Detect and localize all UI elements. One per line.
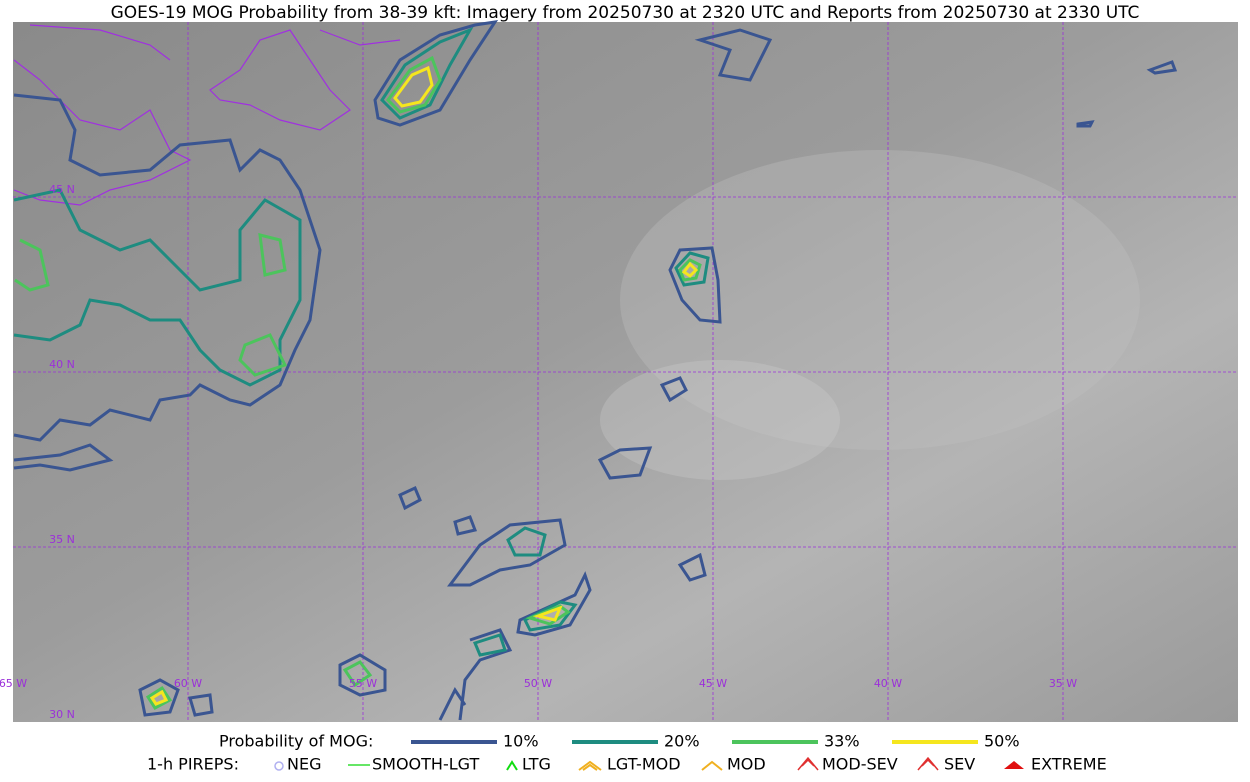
legend-item: 10% xyxy=(503,732,539,751)
lon-label: 40 W xyxy=(874,677,902,690)
legend-label: Probability of MOG: xyxy=(219,732,373,751)
contours xyxy=(13,20,1178,721)
lgt-mod-icon xyxy=(578,760,602,771)
legend-item: EXTREME xyxy=(1031,755,1107,774)
lon-label: 65 W xyxy=(0,677,27,690)
mod-icon xyxy=(701,760,723,771)
legend-label: 1-h PIREPS: xyxy=(147,755,239,774)
lon-label: 45 W xyxy=(699,677,727,690)
sev-icon xyxy=(917,756,939,771)
legend: Probability of MOG: 10% 20% 33% 50% 1-h … xyxy=(147,732,1107,774)
title: GOES-19 MOG Probability from 38-39 kft: … xyxy=(111,3,1140,23)
legend-item: LTG xyxy=(522,755,551,774)
ltg-icon xyxy=(506,760,518,771)
lon-label: 60 W xyxy=(174,677,202,690)
map: 45 N 40 N 35 N 30 N 65 W 60 W 55 W 50 W … xyxy=(0,20,1238,722)
legend-item: LGT-MOD xyxy=(607,755,681,774)
lat-label: 40 N xyxy=(49,358,75,371)
lon-label: 55 W xyxy=(349,677,377,690)
legend-item: MOD-SEV xyxy=(822,755,898,774)
lat-label: 35 N xyxy=(49,533,75,546)
legend-item: SEV xyxy=(944,755,975,774)
grid xyxy=(13,22,1238,722)
lat-label: 30 N xyxy=(49,708,75,721)
mod-sev-icon xyxy=(797,756,819,771)
legend-item: 20% xyxy=(664,732,700,751)
legend-item: 50% xyxy=(984,732,1020,751)
legend-item: SMOOTH-LGT xyxy=(372,755,479,774)
lat-label: 45 N xyxy=(49,183,75,196)
legend-item: MOD xyxy=(727,755,766,774)
legend-item: 33% xyxy=(824,732,860,751)
legend-item: NEG xyxy=(287,755,321,774)
extreme-icon xyxy=(1004,761,1024,769)
lon-label: 35 W xyxy=(1049,677,1077,690)
lon-label: 50 W xyxy=(524,677,552,690)
cloud xyxy=(620,150,1140,450)
neg-icon xyxy=(274,761,284,771)
cloud xyxy=(600,360,840,480)
